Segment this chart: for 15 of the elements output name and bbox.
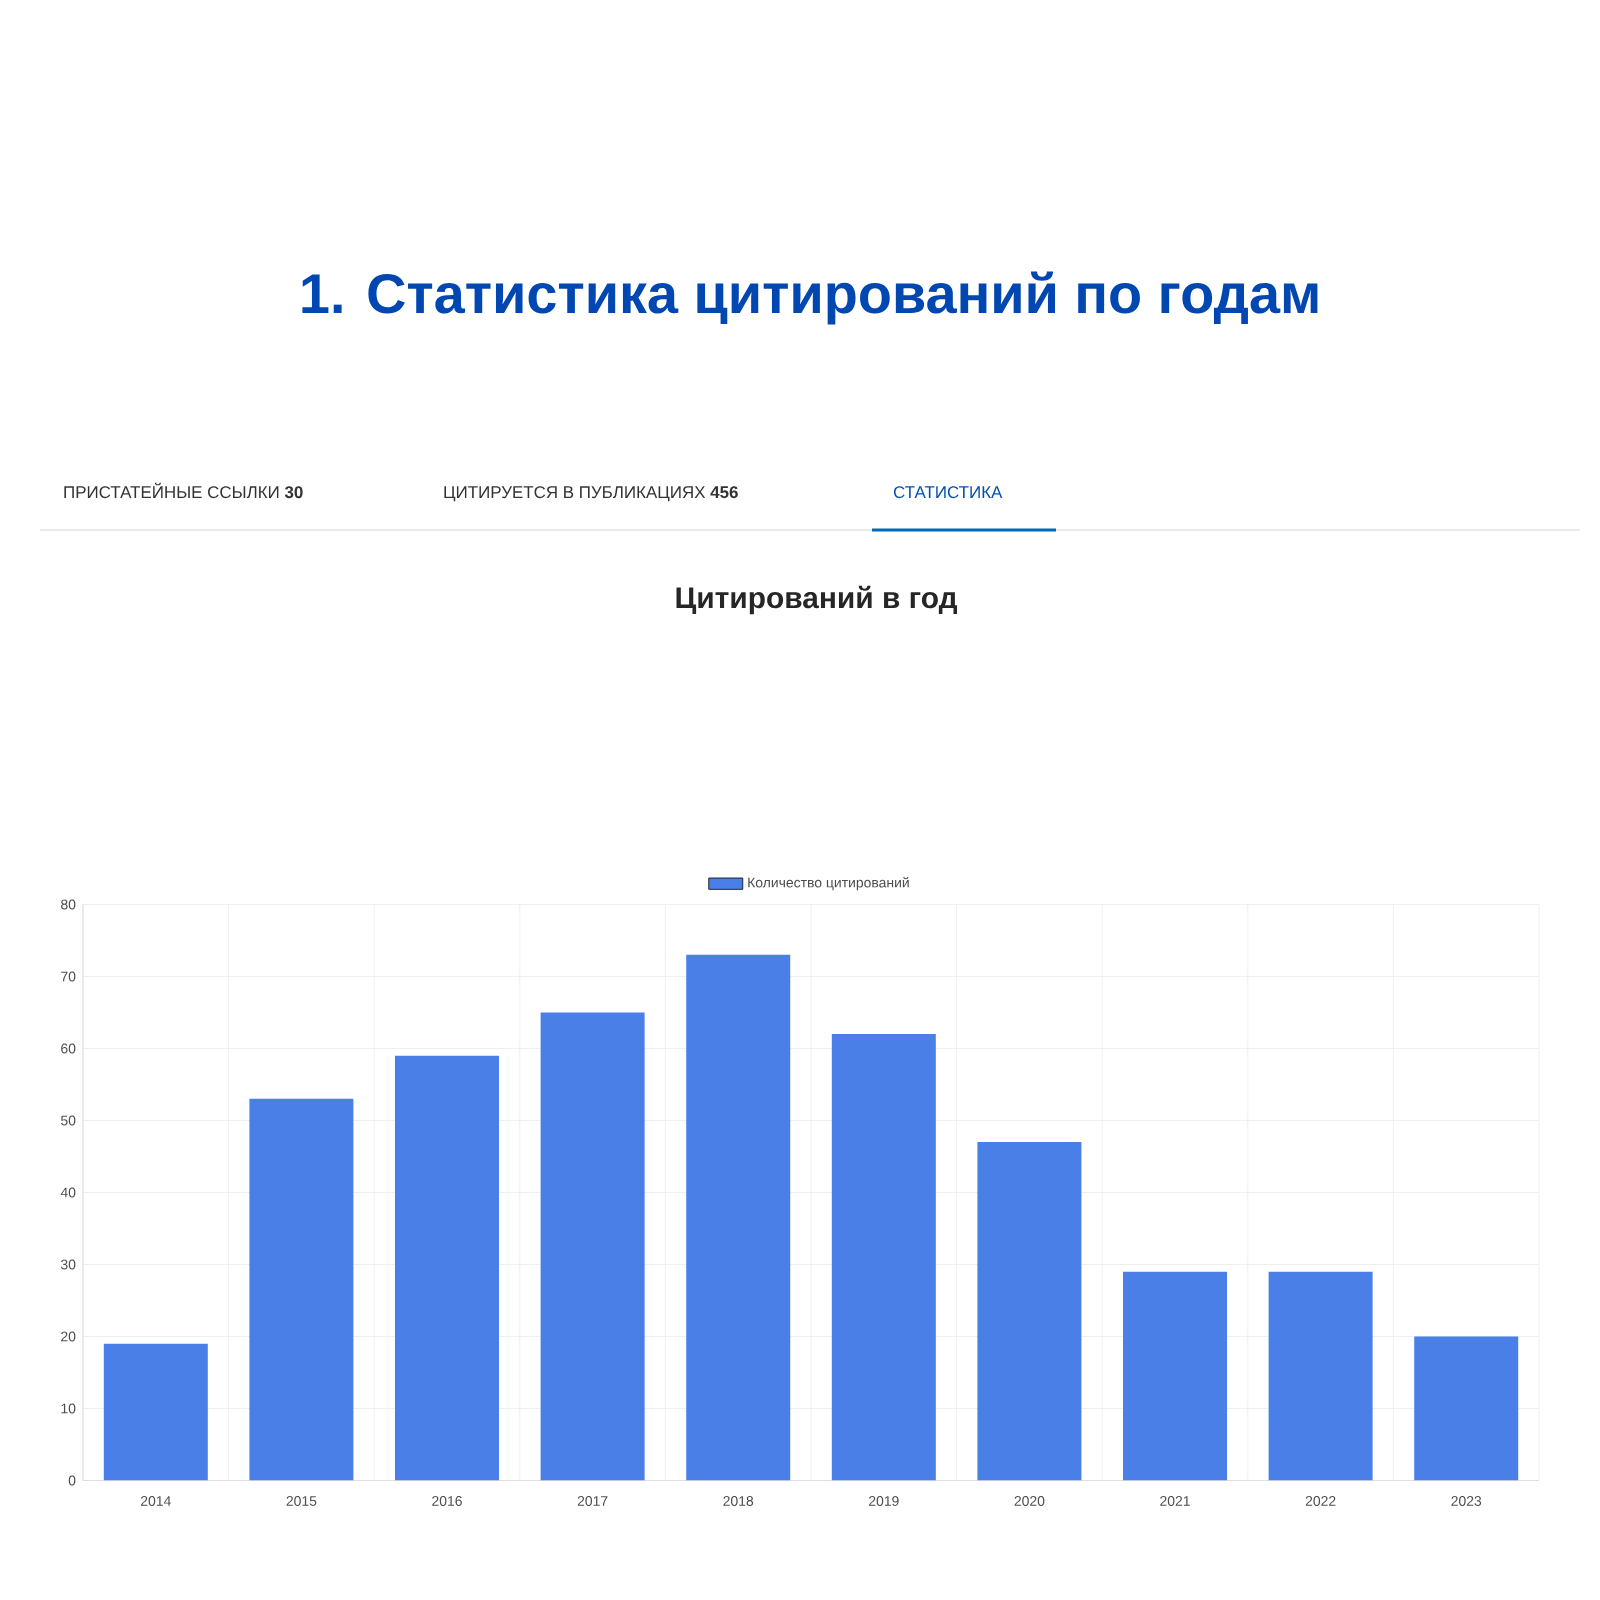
bar — [103, 1343, 208, 1481]
bar — [686, 954, 791, 1481]
text: ЦИТИРУЕТСЯ В ПУБЛИКАЦИЯХ 456 — [444, 486, 738, 502]
chart-subtitle: Цитирований в год — [676, 585, 958, 615]
bar — [977, 1142, 1082, 1481]
bar — [395, 1055, 500, 1481]
bar — [249, 1098, 354, 1481]
chart-title: 1. Статистика цитирований по годам — [302, 271, 1318, 325]
text: СТАТИСТИКА — [893, 486, 1003, 499]
text: ПРИСТАТЕЙНЫЕ ССЫЛКИ 30 — [64, 482, 303, 499]
bar — [540, 1012, 645, 1481]
bar — [1123, 1271, 1228, 1481]
bar — [831, 1034, 936, 1481]
bar — [1414, 1336, 1519, 1481]
bar — [1268, 1271, 1373, 1481]
